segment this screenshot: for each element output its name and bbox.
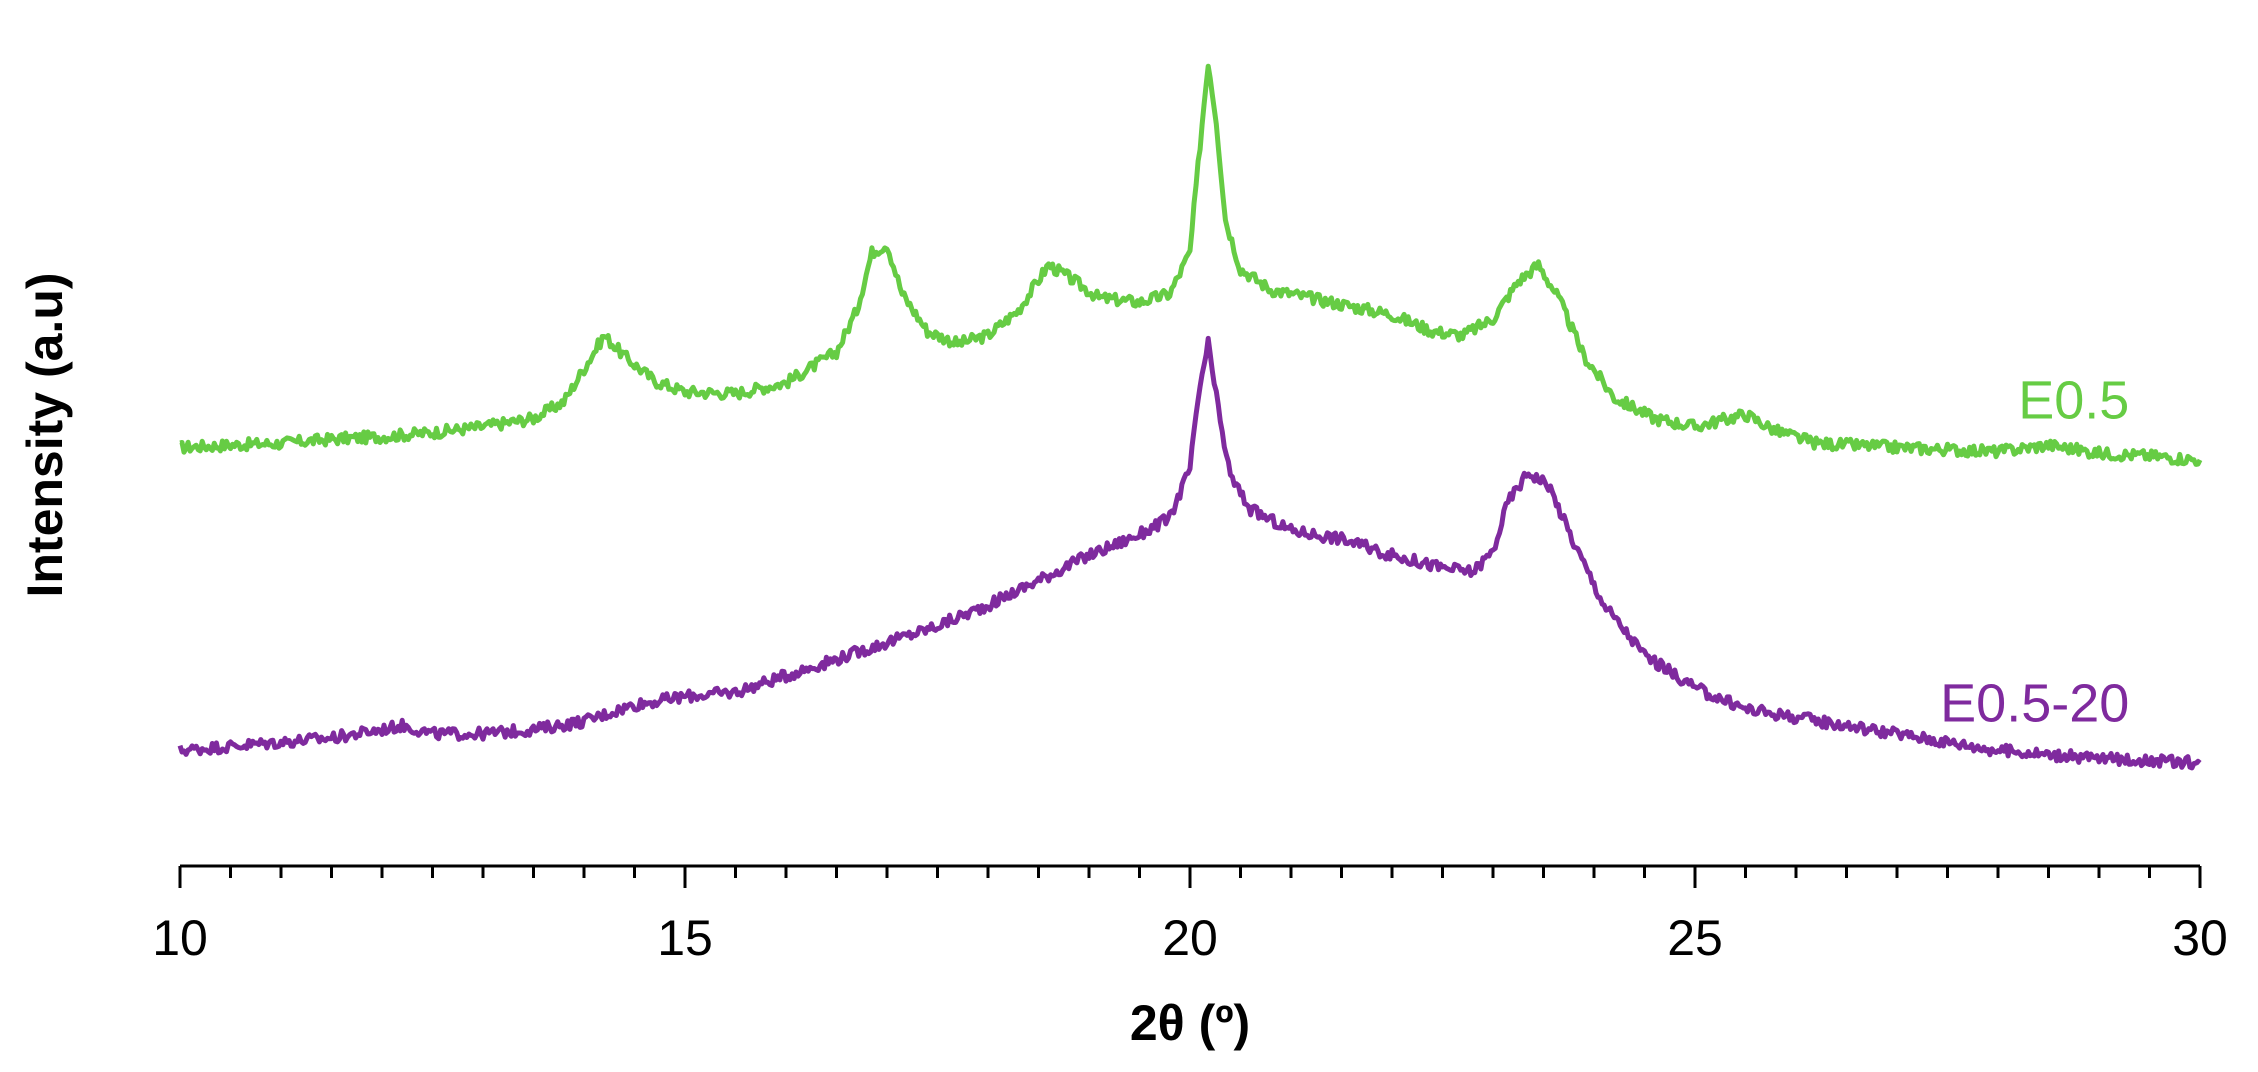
series-line-2 xyxy=(177,335,2202,771)
x-tick-label: 20 xyxy=(1162,910,1218,966)
series-label-1: E0.5 xyxy=(2018,370,2129,430)
series-line-1 xyxy=(179,63,2203,467)
y-axis-title: Intensity (a.u) xyxy=(17,272,73,597)
x-tick-label: 10 xyxy=(152,910,208,966)
x-tick-label: 25 xyxy=(1667,910,1723,966)
x-axis-title: 2θ (º) xyxy=(1130,995,1250,1051)
series-label-2: E0.5-20 xyxy=(1940,673,2129,733)
x-tick-label: 30 xyxy=(2172,910,2228,966)
x-axis-ticks xyxy=(178,866,2202,888)
x-tick-label: 15 xyxy=(657,910,713,966)
series-labels: E0.5 E0.5-20 xyxy=(1940,370,2129,733)
x-axis-tick-labels: 10 15 20 25 30 xyxy=(152,910,2228,966)
plot-series xyxy=(177,63,2203,771)
